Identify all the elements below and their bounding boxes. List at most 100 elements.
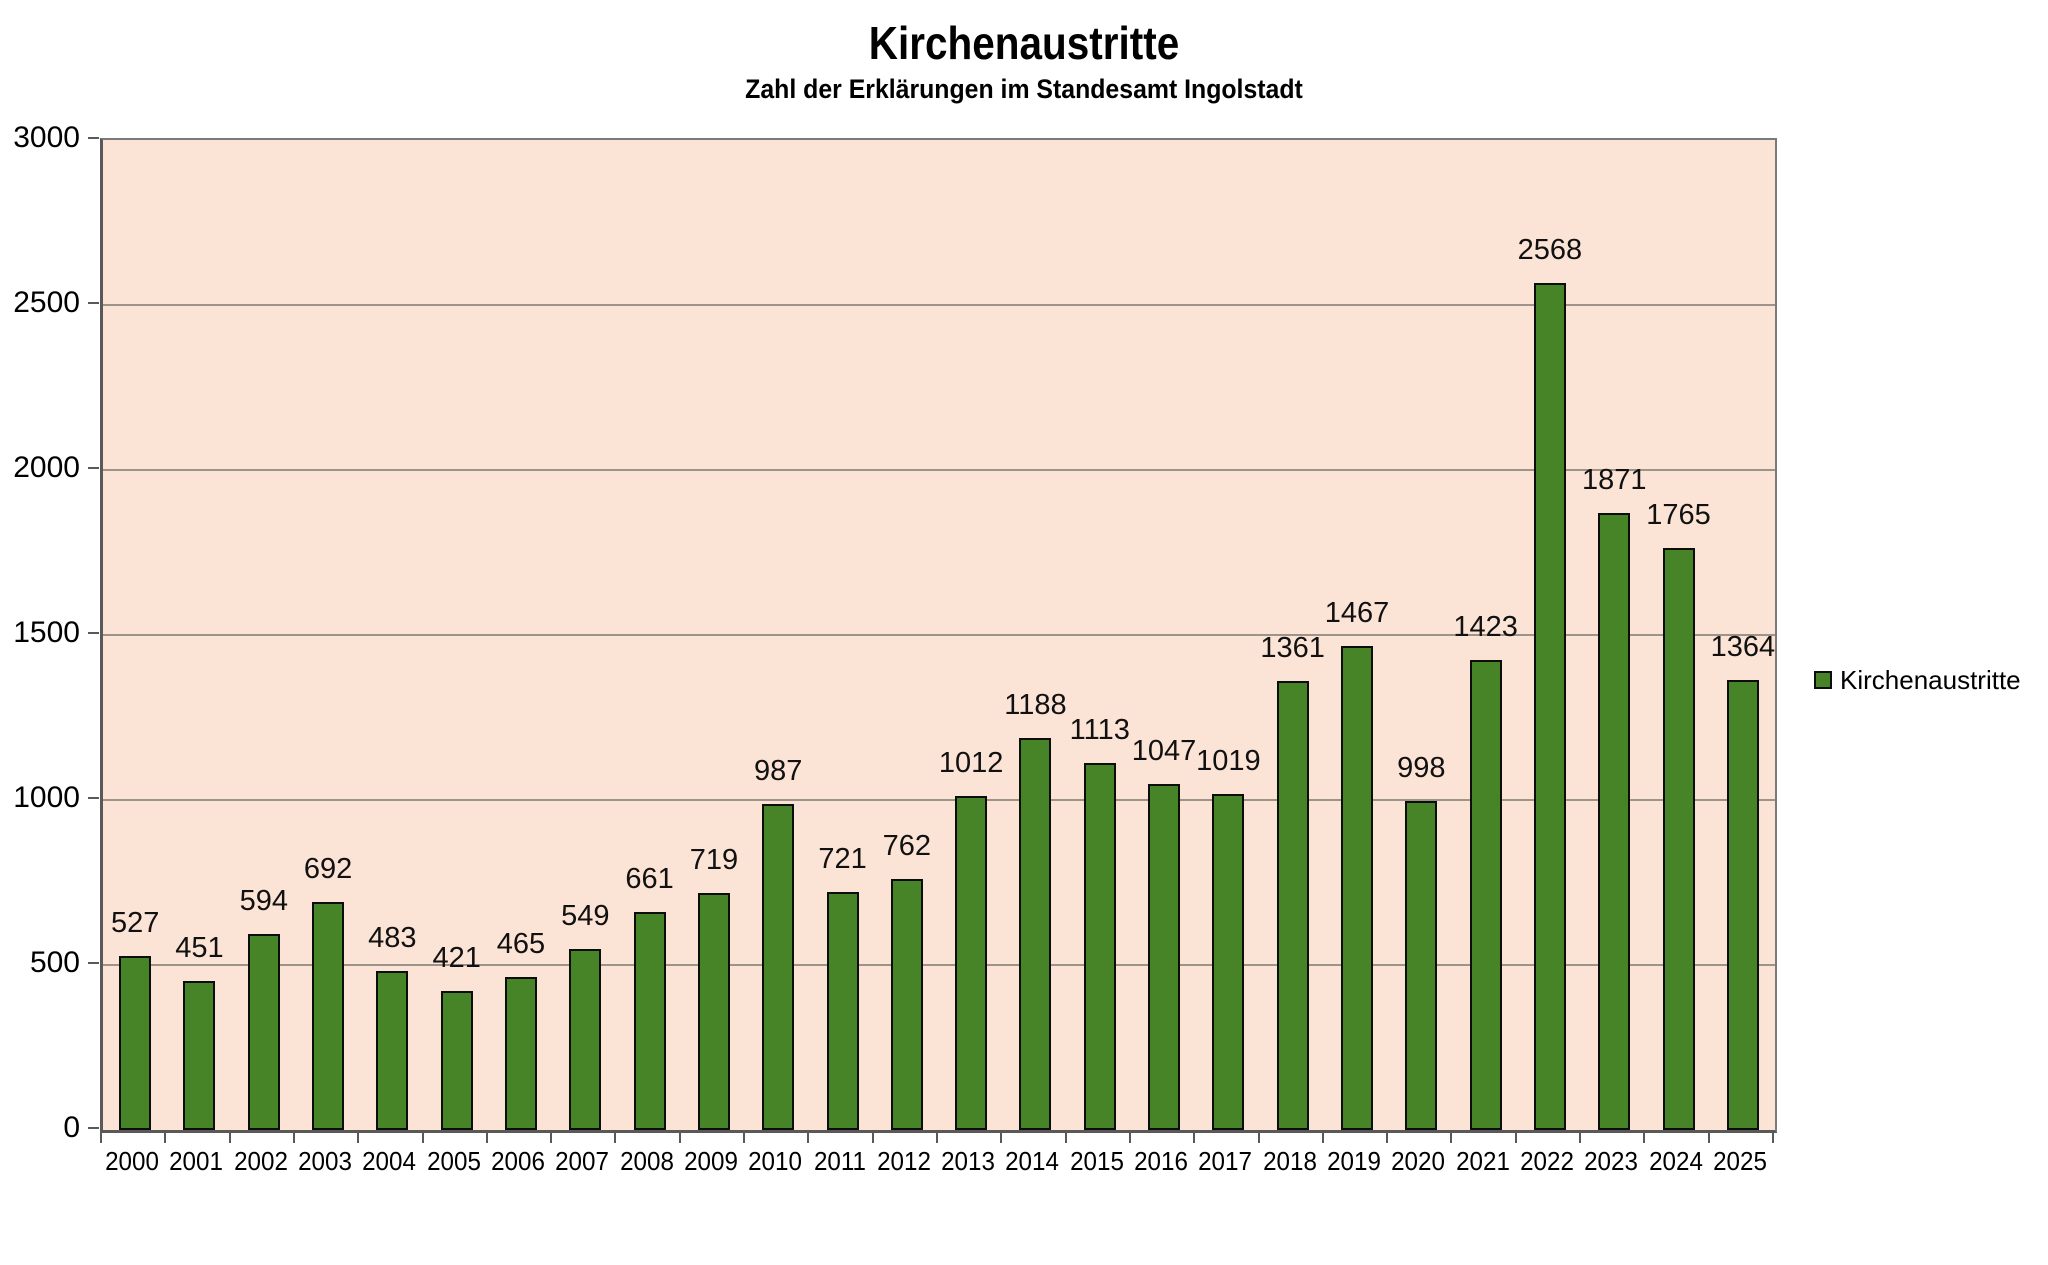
gridline [103, 634, 1775, 636]
x-tick-mark [871, 1131, 874, 1143]
bar-value-label: 762 [882, 829, 932, 862]
bar-2018 [1276, 680, 1309, 1130]
y-tick-label: 2000 [13, 451, 80, 484]
bar-2006 [505, 976, 537, 1130]
bar-2025 [1726, 679, 1759, 1130]
x-tick-mark [550, 1131, 553, 1143]
bar-2001 [183, 981, 216, 1130]
bar-2000 [119, 956, 152, 1130]
gridline [103, 799, 1775, 801]
bar-2024 [1662, 547, 1695, 1130]
bar-2016 [1148, 784, 1181, 1130]
x-tick-label: 2023 [1584, 1146, 1639, 1176]
bar-value-label: 1188 [1004, 688, 1067, 721]
chart-title: Kirchenaustritte [868, 17, 1180, 69]
bar-value-label: 1012 [938, 747, 1004, 780]
bar-2015 [1083, 762, 1116, 1130]
bar-2008 [633, 911, 666, 1130]
x-tick-label: 2018 [1262, 1146, 1317, 1176]
bar-2011 [826, 892, 859, 1130]
bar-value-label: 483 [368, 921, 417, 954]
bar-value-label: 421 [432, 942, 481, 975]
x-tick-mark [100, 1131, 102, 1143]
x-tick-label: 2002 [233, 1146, 288, 1176]
legend-series-label: Kirchenaustritte [1840, 664, 2021, 695]
y-tick-mark [88, 797, 99, 799]
bar-value-label: 465 [496, 927, 546, 960]
x-tick-label: 2007 [555, 1146, 610, 1176]
y-tick-label: 0 [63, 1111, 80, 1144]
bar-value-label: 1765 [1646, 498, 1711, 531]
x-tick-mark [485, 1131, 488, 1143]
y-tick-label: 1000 [13, 781, 80, 814]
bar-2023 [1598, 512, 1631, 1130]
bar-value-label: 661 [625, 862, 674, 895]
x-tick-mark [678, 1131, 681, 1143]
gridline [103, 964, 1775, 966]
bar-2009 [697, 892, 730, 1130]
x-tick-label: 2016 [1134, 1146, 1188, 1176]
bar-2010 [762, 804, 795, 1130]
x-tick-mark [1257, 1131, 1260, 1143]
bar-value-label: 719 [689, 843, 739, 876]
bar-value-label: 1019 [1196, 744, 1261, 777]
x-tick-mark [1772, 1131, 1774, 1143]
bar-value-label: 2568 [1517, 233, 1583, 266]
bar-value-label: 1364 [1710, 630, 1776, 663]
bar-value-label: 998 [1397, 751, 1446, 784]
x-tick-label: 2001 [169, 1146, 224, 1176]
x-tick-label: 2000 [105, 1146, 160, 1176]
y-tick-mark [88, 302, 99, 304]
y-tick-mark [88, 962, 99, 964]
bar-value-label: 1113 [1069, 713, 1130, 746]
y-tick-label: 2500 [13, 286, 80, 319]
x-tick-label: 2017 [1198, 1146, 1253, 1176]
bar-value-label: 1423 [1453, 611, 1518, 644]
x-tick-label: 2008 [619, 1146, 674, 1176]
x-tick-label: 2013 [941, 1146, 996, 1176]
x-tick-label: 2014 [1005, 1146, 1060, 1176]
bar-value-label: 987 [754, 755, 803, 788]
x-tick-mark [421, 1131, 424, 1143]
x-tick-mark [1450, 1131, 1453, 1143]
bar-value-label: 692 [303, 852, 353, 885]
legend: Kirchenaustritte [1814, 664, 2021, 696]
plot-area: 527 451 594 692 483 421 465 549 661 719 987 721 762 1… [100, 138, 1777, 1133]
bar-2020 [1405, 800, 1438, 1130]
x-tick-label: 2012 [876, 1146, 931, 1176]
bar-value-label: 527 [110, 907, 160, 940]
x-tick-mark [614, 1131, 617, 1143]
x-tick-label: 2004 [362, 1146, 417, 1176]
y-tick-mark [88, 1127, 99, 1129]
x-tick-mark [1386, 1131, 1389, 1143]
x-tick-label: 2015 [1069, 1146, 1124, 1176]
bar-2003 [312, 901, 345, 1130]
x-tick-label: 2021 [1455, 1146, 1510, 1176]
x-tick-mark [1128, 1131, 1131, 1143]
bar-2014 [1019, 737, 1052, 1130]
x-tick-label: 2019 [1327, 1146, 1381, 1176]
legend-swatch-icon [1814, 671, 1832, 689]
y-tick-mark [88, 137, 99, 139]
x-tick-label: 2006 [491, 1146, 545, 1176]
bar-value-label: 1361 [1260, 631, 1325, 664]
x-tick-mark [807, 1131, 810, 1143]
bar-2002 [247, 933, 280, 1130]
x-tick-label: 2022 [1520, 1146, 1574, 1176]
x-tick-label: 2009 [684, 1146, 738, 1176]
bar-2017 [1212, 793, 1245, 1130]
x-tick-label: 2024 [1648, 1146, 1703, 1176]
bar-value-label: 1467 [1324, 596, 1390, 629]
x-tick-mark [1707, 1131, 1710, 1143]
x-tick-mark [1000, 1131, 1003, 1143]
x-tick-label: 2005 [426, 1146, 481, 1176]
bar-2004 [376, 970, 409, 1130]
x-tick-mark [1064, 1131, 1067, 1143]
x-tick-mark [1514, 1131, 1517, 1143]
x-tick-label: 2020 [1391, 1146, 1446, 1176]
bar-value-label: 1047 [1131, 735, 1197, 768]
bar-value-label: 721 [818, 843, 867, 876]
bar-2022 [1533, 282, 1566, 1130]
x-tick-mark [292, 1131, 295, 1143]
